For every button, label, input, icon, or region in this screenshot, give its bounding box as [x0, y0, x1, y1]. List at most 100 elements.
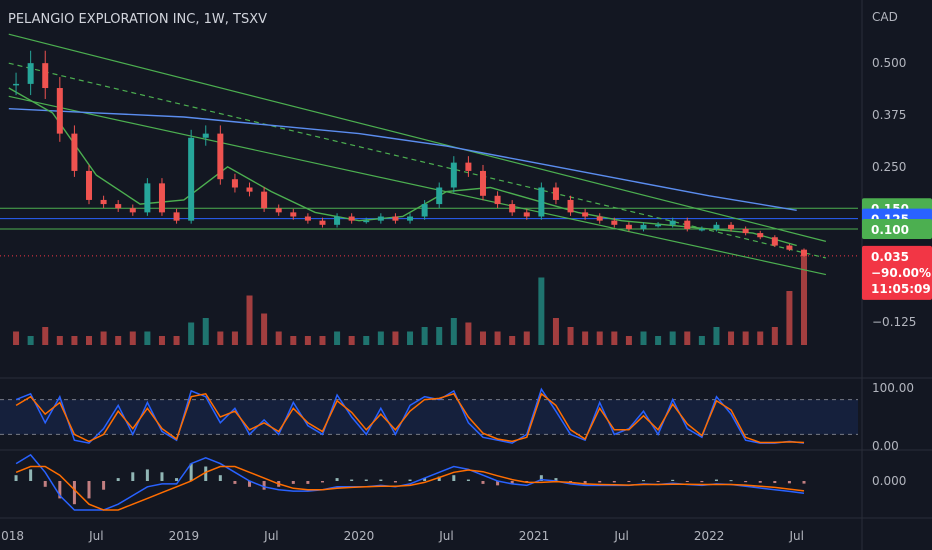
candle-body[interactable] [582, 212, 589, 217]
macd-histogram-bar [248, 481, 252, 487]
macd-histogram-bar [642, 480, 645, 482]
candle-body[interactable] [611, 220, 618, 225]
candle-body[interactable] [407, 216, 414, 221]
volume-bar [465, 322, 472, 345]
candle-body[interactable] [684, 220, 691, 229]
candle-body[interactable] [71, 133, 78, 171]
candle-body[interactable] [436, 187, 443, 205]
candle-body[interactable] [771, 237, 778, 246]
macd-tick-label: 0.000 [872, 474, 906, 488]
price-pane[interactable] [0, 33, 858, 345]
candle-body[interactable] [144, 183, 151, 213]
candle-body[interactable] [669, 220, 676, 225]
candle-body[interactable] [786, 245, 793, 250]
macd-histogram-bar [350, 479, 354, 481]
macd-histogram-bar [116, 478, 120, 481]
candle-body[interactable] [625, 224, 632, 229]
volume-bar [407, 331, 414, 345]
candle-body[interactable] [523, 212, 530, 217]
candle-body[interactable] [231, 179, 238, 188]
candle-body[interactable] [334, 216, 341, 225]
candle-body[interactable] [640, 224, 647, 229]
candle-body[interactable] [173, 212, 180, 221]
candle-body[interactable] [465, 162, 472, 171]
macd-histogram-bar [466, 479, 470, 481]
volume-bar [188, 322, 195, 345]
candle-body[interactable] [479, 170, 486, 196]
candle-body[interactable] [363, 220, 370, 223]
candle-body[interactable] [450, 162, 457, 188]
volume-bar [115, 336, 122, 345]
candle-body[interactable] [275, 208, 282, 213]
candle-body[interactable] [596, 216, 603, 221]
volume-bar [158, 336, 165, 345]
candle-body[interactable] [86, 170, 93, 200]
macd-histogram-bar [218, 475, 222, 481]
volume-bar [261, 313, 268, 345]
candle-body[interactable] [538, 187, 545, 217]
volume-bar [523, 331, 530, 345]
macd-line [15, 465, 805, 511]
candle-body[interactable] [100, 199, 107, 205]
macd-line [15, 453, 805, 511]
candle-body[interactable] [567, 199, 574, 213]
candle-body[interactable] [698, 228, 705, 231]
candle-body[interactable] [13, 83, 20, 86]
volume-bar [231, 331, 238, 345]
candle-body[interactable] [713, 224, 720, 229]
macd-histogram-bar [583, 481, 587, 484]
volume-bar [71, 336, 78, 345]
candle-body[interactable] [757, 233, 764, 238]
macd-histogram-bar [364, 479, 368, 481]
candle-body[interactable] [348, 216, 355, 221]
candle-body[interactable] [115, 204, 122, 209]
time-tick-label: 2018 [0, 529, 24, 543]
candle-body[interactable] [42, 63, 49, 89]
macd-histogram-bar [102, 481, 106, 490]
macd-histogram-bar [175, 478, 179, 481]
candle-body[interactable] [421, 204, 428, 217]
candle-body[interactable] [56, 88, 63, 134]
stochastic-pane[interactable] [0, 387, 858, 444]
stochastic-tick-label: 0.00 [872, 439, 899, 453]
candle-body[interactable] [290, 212, 297, 217]
candle-body[interactable] [188, 137, 195, 221]
trend-channel-lower[interactable] [8, 95, 827, 276]
candle-body[interactable] [304, 216, 311, 221]
currency-label: CAD [872, 10, 898, 24]
candle-body[interactable] [27, 63, 34, 84]
candle-body[interactable] [742, 228, 749, 234]
time-tick-label: Jul [263, 529, 278, 543]
macd-histogram-bar [627, 481, 631, 482]
volume-bar [348, 336, 355, 345]
volume-bar [640, 331, 647, 345]
trend-channel-upper[interactable] [8, 33, 827, 242]
candle-body[interactable] [377, 216, 384, 221]
candle-body[interactable] [217, 133, 224, 180]
macd-histogram-bar [539, 475, 543, 481]
candle-body[interactable] [509, 204, 516, 213]
candle-body[interactable] [246, 187, 253, 192]
macd-histogram-bar [306, 481, 310, 484]
candle-body[interactable] [728, 224, 735, 229]
macd-histogram-bar [43, 481, 47, 487]
macd-pane[interactable] [14, 453, 806, 511]
candle-body[interactable] [261, 191, 268, 209]
candle-body[interactable] [129, 208, 136, 213]
macd-histogram-bar [554, 478, 558, 481]
candle-body[interactable] [552, 187, 559, 200]
volume-bar [144, 331, 151, 345]
volume-bar [392, 331, 399, 345]
candle-body[interactable] [494, 195, 501, 205]
candle-body[interactable] [158, 183, 165, 213]
candle-body[interactable] [392, 216, 399, 221]
time-tick-label: 2022 [694, 529, 725, 543]
stochastic-tick-label: 100.00 [872, 381, 914, 395]
candle-body[interactable] [655, 224, 662, 227]
candle-body[interactable] [202, 133, 209, 138]
candle-body[interactable] [319, 220, 326, 225]
volume-bar [13, 331, 20, 345]
candle-body[interactable] [801, 249, 808, 256]
